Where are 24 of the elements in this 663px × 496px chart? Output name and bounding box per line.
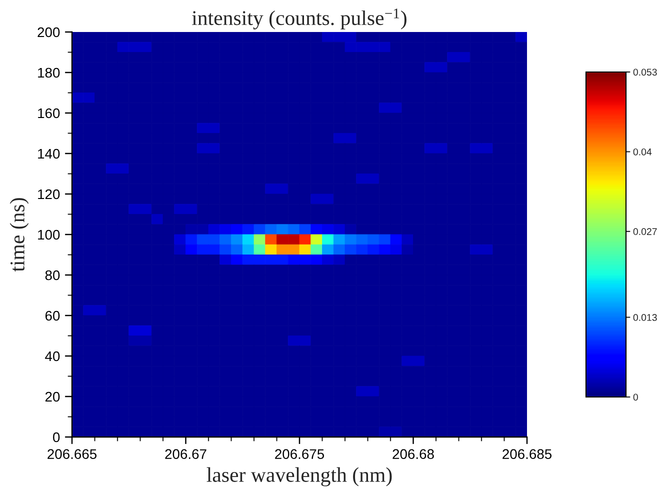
color-bar-label: 0.027 <box>633 228 657 236</box>
color-bar-label: 0 <box>633 394 638 401</box>
y-tick-label: 100 <box>38 230 60 240</box>
y-tick-label: 20 <box>45 392 60 402</box>
y-tick-label: 160 <box>38 108 60 118</box>
y-tick-label: 60 <box>45 310 60 321</box>
color-bar-label: 0.053 <box>633 68 657 76</box>
y-tick-label: 200 <box>38 27 60 38</box>
chart-title: intensity (counts. pulse$^{−1}$) <box>192 8 406 30</box>
x-axis-title: laser wavelength (nm) <box>206 467 392 486</box>
color-bar-label: 0.04 <box>633 148 652 156</box>
y-tick-label: 40 <box>45 351 60 362</box>
x-tick-label: 206.685 <box>502 449 552 460</box>
y-tick-label: 180 <box>38 68 60 78</box>
x-tick-label: 206.67 <box>165 449 206 460</box>
x-tick-label: 206.665 <box>48 449 97 460</box>
x-tick-label: 206.675 <box>275 449 324 460</box>
color-bar-label: 0.013 <box>633 314 657 321</box>
y-tick-label: 140 <box>38 148 60 159</box>
y-tick-label: 120 <box>38 189 60 200</box>
x-tick-label: 206.68 <box>392 449 434 460</box>
y-tick-label: 80 <box>45 270 60 280</box>
y-axis-title: time (ns) <box>10 198 29 272</box>
y-tick-label: 0 <box>53 432 60 442</box>
